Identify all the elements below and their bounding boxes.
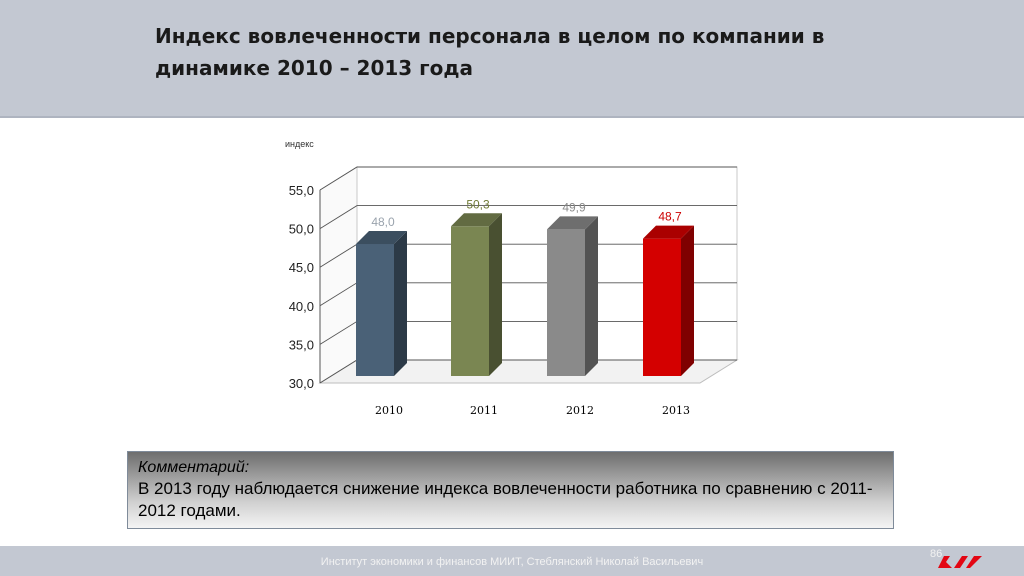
- y-tick-label: 45,0: [289, 260, 314, 275]
- bar: [643, 238, 681, 376]
- bar: [356, 244, 394, 376]
- bar-side: [394, 231, 407, 376]
- data-label: 48,0: [371, 215, 395, 229]
- gridline: [319, 166, 737, 191]
- chart-side-wall: [319, 166, 358, 384]
- y-tick-label: 35,0: [289, 337, 314, 352]
- bar: [451, 226, 489, 376]
- x-tick-label: 2010: [375, 404, 403, 417]
- data-label: 48,7: [658, 210, 682, 224]
- bar-side: [585, 216, 598, 376]
- data-label: 49,9: [562, 200, 586, 214]
- bar-side: [489, 213, 502, 376]
- comment-box: Комментарий: В 2013 году наблюдается сни…: [127, 451, 894, 529]
- gridline: [319, 205, 737, 229]
- y-tick-label: 50,0: [289, 222, 314, 237]
- bar-top: [356, 231, 407, 245]
- bar-top: [547, 216, 598, 230]
- slide-header: Индекс вовлеченности персонала в целом п…: [0, 0, 1024, 118]
- x-tick-label: 2012: [566, 404, 594, 417]
- page-number: 86: [930, 548, 943, 560]
- x-tick-label: 2013: [662, 404, 690, 417]
- rzd-logo-icon: [938, 556, 982, 568]
- slide-footer: Институт экономики и финансов МИИТ, Стеб…: [0, 546, 1024, 576]
- y-tick-label: 30,0: [289, 376, 314, 391]
- bar-top: [643, 225, 694, 239]
- bar-side: [681, 225, 694, 376]
- bar: [547, 229, 585, 376]
- y-tick-label: 55,0: [289, 183, 314, 198]
- x-tick-label: 2011: [470, 404, 498, 417]
- y-tick-label: 40,0: [289, 299, 314, 314]
- data-label: 50,3: [466, 197, 490, 211]
- footer-text: Институт экономики и финансов МИИТ, Стеб…: [320, 556, 704, 568]
- slide-title: Индекс вовлеченности персонала в целом п…: [155, 24, 825, 80]
- bar-top: [451, 213, 502, 227]
- y-axis-title: индекс: [285, 139, 314, 149]
- comment-text: В 2013 году наблюдается снижение индекса…: [138, 479, 873, 520]
- comment-heading: Комментарий:: [138, 459, 250, 476]
